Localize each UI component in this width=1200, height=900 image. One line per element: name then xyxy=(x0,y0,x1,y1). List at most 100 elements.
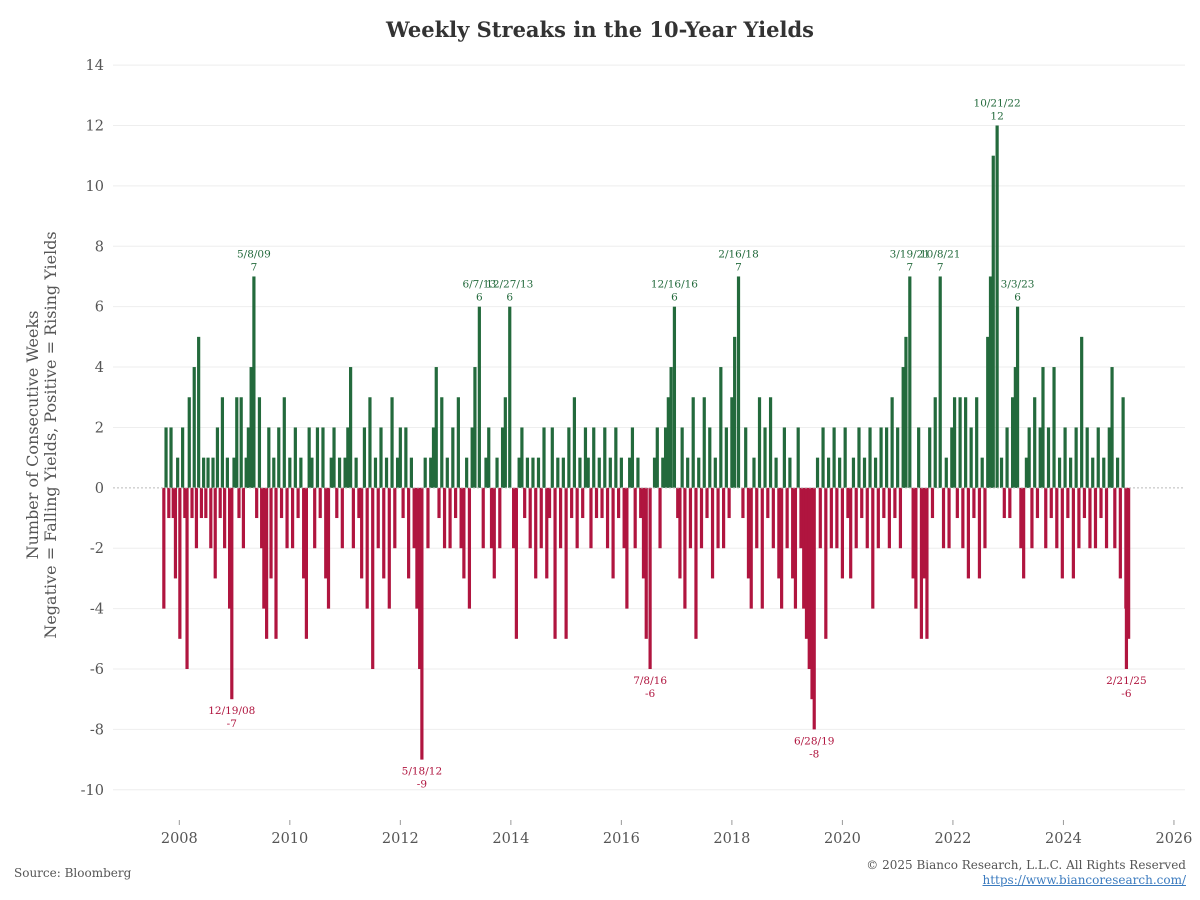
bar-falling xyxy=(771,487,775,549)
annotation-date: 6/7/13 xyxy=(462,279,496,291)
bar-falling xyxy=(393,487,397,549)
x-tick-label: 2016 xyxy=(603,831,640,847)
copyright-note: © 2025 Bianco Research, L.L.C. All Right… xyxy=(866,858,1186,872)
annotations: 5/8/0976/7/13612/27/13612/16/1662/16/187… xyxy=(208,97,1146,790)
bar-rising xyxy=(220,397,225,488)
annotation-value: 6 xyxy=(1014,292,1021,304)
bar-falling xyxy=(570,487,574,519)
bar-rising xyxy=(206,457,210,488)
bar-falling xyxy=(539,487,543,549)
bar-falling xyxy=(407,487,411,579)
y-tick-label: -6 xyxy=(90,662,104,678)
annotation-date: 12/16/16 xyxy=(651,279,698,291)
website-link-wrap: https://www.biancoresearch.com/ xyxy=(982,873,1186,887)
bar-falling xyxy=(755,487,759,549)
bar-falling xyxy=(605,487,610,549)
bar-rising xyxy=(1063,427,1067,488)
bar-rising xyxy=(343,457,347,488)
annotation-date: 12/27/13 xyxy=(486,279,533,291)
bar-falling xyxy=(304,487,309,639)
bar-rising xyxy=(578,457,582,488)
bar-rising xyxy=(354,457,358,488)
bar-falling xyxy=(1019,487,1023,549)
bar-rising xyxy=(603,427,607,488)
bar-rising xyxy=(252,276,256,488)
bar-rising xyxy=(395,457,400,488)
bar-falling xyxy=(898,487,903,549)
bar-falling xyxy=(401,487,405,519)
bar-rising xyxy=(851,457,856,488)
bar-falling xyxy=(1022,487,1026,579)
bar-falling xyxy=(223,487,227,549)
bar-rising xyxy=(293,427,297,488)
chart-title: Weekly Streaks in the 10-Year Yields xyxy=(385,17,814,42)
bar-rising xyxy=(337,457,342,488)
bar-falling xyxy=(810,487,814,700)
bar-falling xyxy=(658,487,662,549)
bar-falling xyxy=(448,487,452,549)
bar-rising xyxy=(713,457,717,488)
bar-falling xyxy=(412,487,416,549)
y-tick-label: 4 xyxy=(95,360,104,376)
bar-falling xyxy=(1055,487,1059,549)
bar-rising xyxy=(908,276,912,488)
bar-rising xyxy=(384,457,389,488)
bar-falling xyxy=(611,487,615,579)
bar-rising xyxy=(708,427,712,488)
bar-rising xyxy=(368,397,372,488)
bar-rising xyxy=(1102,457,1106,488)
bar-rising xyxy=(944,457,948,488)
bar-rising xyxy=(1080,336,1084,488)
bar-falling xyxy=(688,487,693,549)
bar-falling xyxy=(854,487,858,549)
bar-rising xyxy=(288,457,292,488)
bar-falling xyxy=(594,487,599,519)
bar-rising xyxy=(346,427,350,488)
bar-rising xyxy=(1121,397,1125,488)
bar-falling xyxy=(230,487,234,700)
bar-falling xyxy=(285,487,289,549)
bar-falling xyxy=(812,487,816,730)
bar-falling xyxy=(387,487,391,609)
bar-rising xyxy=(1046,427,1051,488)
bar-falling xyxy=(545,487,549,579)
bar-rising xyxy=(451,427,455,488)
bar-falling xyxy=(644,487,648,639)
bar-falling xyxy=(183,487,187,519)
bar-rising xyxy=(423,457,427,488)
annotation-date: 10/21/22 xyxy=(974,97,1021,109)
bar-falling xyxy=(961,487,965,549)
bar-falling xyxy=(512,487,516,549)
bar-rising xyxy=(477,306,481,488)
bar-falling xyxy=(167,487,171,519)
website-link[interactable]: https://www.biancoresearch.com/ xyxy=(982,873,1186,887)
bar-falling xyxy=(694,487,698,639)
x-tick-label: 2010 xyxy=(271,831,308,847)
bar-rising xyxy=(310,457,314,488)
bar-falling xyxy=(780,487,784,609)
bar-rising xyxy=(608,457,612,488)
bar-rising xyxy=(933,397,937,488)
annotation-value: 7 xyxy=(937,261,944,273)
annotation-value: 12 xyxy=(990,110,1003,122)
bar-falling xyxy=(807,487,811,670)
bar-rising xyxy=(1085,427,1089,488)
bar-falling xyxy=(930,487,935,519)
bar-rising xyxy=(277,427,281,488)
bar-rising xyxy=(272,457,276,488)
bar-rising xyxy=(211,457,215,488)
bar-falling xyxy=(462,487,466,579)
bar-rising xyxy=(542,427,546,488)
x-tick-label: 2014 xyxy=(492,831,529,847)
bar-falling xyxy=(860,487,864,519)
bar-falling xyxy=(600,487,604,519)
annotation-date: 3/3/23 xyxy=(1001,279,1035,291)
bar-rising xyxy=(192,367,196,488)
bar-falling xyxy=(467,487,472,609)
bar-rising xyxy=(991,155,995,488)
bar-falling xyxy=(498,487,502,549)
bar-rising xyxy=(235,397,239,488)
bar-rising xyxy=(969,427,973,488)
bar-rising xyxy=(556,457,560,488)
annotation-date: 5/18/12 xyxy=(402,766,442,778)
